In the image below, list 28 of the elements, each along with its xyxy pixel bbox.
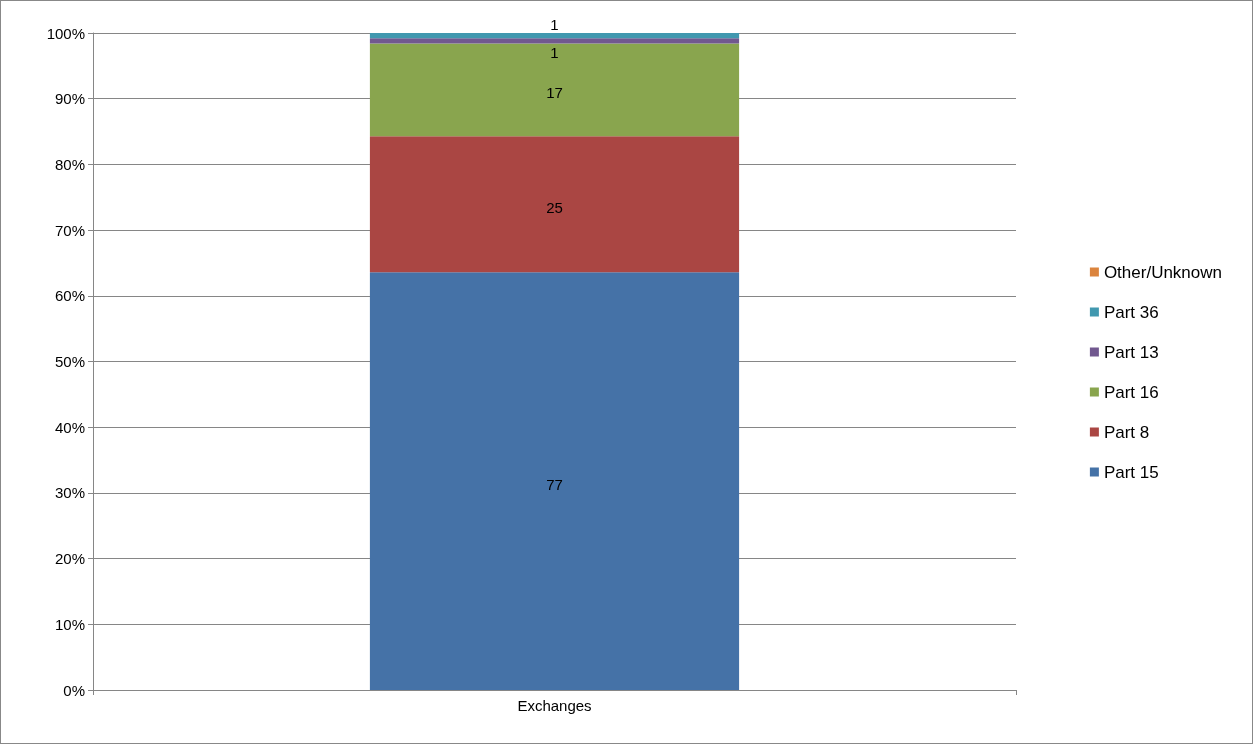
annotation: 17: [546, 84, 563, 102]
legend-label: Part 15: [1103, 462, 1159, 482]
y-tick-label: 80%: [54, 155, 85, 173]
y-tick-label: 90%: [54, 90, 85, 108]
y-tick-label: 10%: [54, 615, 85, 633]
y-tick-label: 40%: [54, 418, 85, 436]
annotation: 1: [550, 43, 559, 61]
legend-label: Part 36: [1103, 302, 1159, 322]
bar: [369, 38, 740, 44]
y-tick-label: 60%: [54, 287, 85, 305]
y-tick-label: 0%: [63, 681, 85, 699]
y-tick-label: 70%: [54, 221, 85, 239]
bar: [369, 272, 740, 690]
y-tick-label: 20%: [54, 550, 85, 568]
x-tick-label: Exchanges: [517, 697, 592, 714]
y-tick-label: 100%: [46, 24, 85, 42]
bar: [369, 33, 740, 39]
bar: [369, 43, 740, 137]
annotation: 25: [546, 198, 563, 216]
y-tick-label: 50%: [54, 353, 85, 370]
text: 1: [550, 16, 559, 33]
y-tick-label: 30%: [54, 484, 85, 502]
bar: [369, 136, 740, 273]
legend-label: Other/Unknown: [1103, 262, 1223, 282]
legend-label: Part 8: [1103, 422, 1150, 442]
annotation: 77: [546, 475, 563, 493]
legend-label: Part 16: [1103, 382, 1159, 402]
legend-label: Part 13: [1103, 342, 1159, 362]
